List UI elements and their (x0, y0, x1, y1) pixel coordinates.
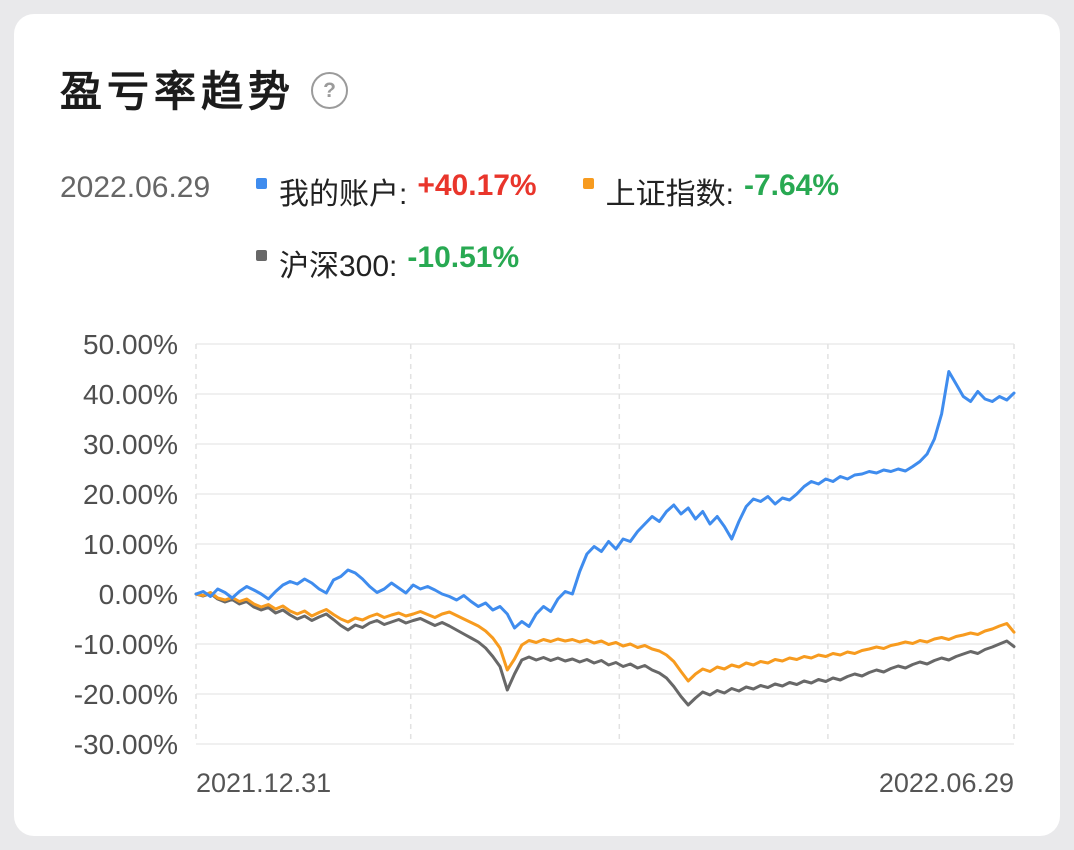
page-title: 盈亏率趋势 (60, 68, 296, 115)
y-axis-tick-label: -30.00% (74, 729, 178, 760)
x-axis-end-label: 2022.06.29 (879, 768, 1014, 798)
x-axis-start-label: 2021.12.31 (196, 768, 331, 798)
sse-index-label: 上证指数: (605, 178, 734, 211)
header: 盈亏率趋势 ? (14, 14, 1060, 119)
sse-index-marker-icon (582, 178, 594, 189)
my-account-value: +40.17% (417, 169, 537, 202)
legend-item-my-account: 我的账户: +40.17% (256, 169, 537, 213)
csi300-marker-icon (256, 250, 267, 261)
y-axis-tick-label: -20.00% (74, 679, 178, 710)
legend: 2022.06.29 我的账户: +40.17% 上证指数: -7.64% 沪深… (14, 119, 1060, 285)
help-icon[interactable]: ? (311, 72, 349, 109)
y-axis-tick-label: 10.00% (83, 529, 178, 560)
csi300-value: -10.51% (407, 241, 520, 274)
series-line-上证指数 (194, 591, 1016, 683)
legend-line-2: 沪深300: -10.51% (256, 241, 839, 285)
series-line-沪深300 (194, 592, 1016, 707)
legend-item-sse-index: 上证指数: -7.64% (582, 169, 840, 213)
trend-chart[interactable]: 50.00% 40.00% 30.00% 20.00% 10.00% 0.00% -10.0… (14, 327, 1060, 827)
y-axis-tick-label: 20.00% (83, 479, 178, 510)
legend-items: 我的账户: +40.17% 上证指数: -7.64% 沪深300: -10.51… (256, 169, 839, 285)
legend-line-1: 我的账户: +40.17% 上证指数: -7.64% (256, 169, 839, 213)
sse-index-value: -7.64% (743, 169, 840, 202)
y-axis-tick-label: -10.00% (74, 629, 178, 660)
y-axis-tick-label: 30.00% (83, 429, 178, 460)
y-axis-tick-label: 0.00% (99, 579, 178, 610)
trend-chart-svg[interactable]: 50.00% 40.00% 30.00% 20.00% 10.00% 0.00% -10.0… (14, 327, 1060, 827)
my-account-label: 我的账户: (279, 178, 408, 211)
y-axis-tick-label: 40.00% (83, 379, 178, 410)
series-line-我的账户 (194, 370, 1016, 630)
csi300-label: 沪深300: (279, 250, 398, 283)
y-axis-tick-label: 50.00% (83, 329, 178, 360)
legend-date: 2022.06.29 (60, 171, 211, 204)
profit-trend-card: 盈亏率趋势 ? 2022.06.29 我的账户: +40.17% 上证指数: -… (14, 14, 1060, 836)
legend-item-csi300: 沪深300: -10.51% (256, 241, 519, 285)
my-account-marker-icon (256, 178, 267, 189)
